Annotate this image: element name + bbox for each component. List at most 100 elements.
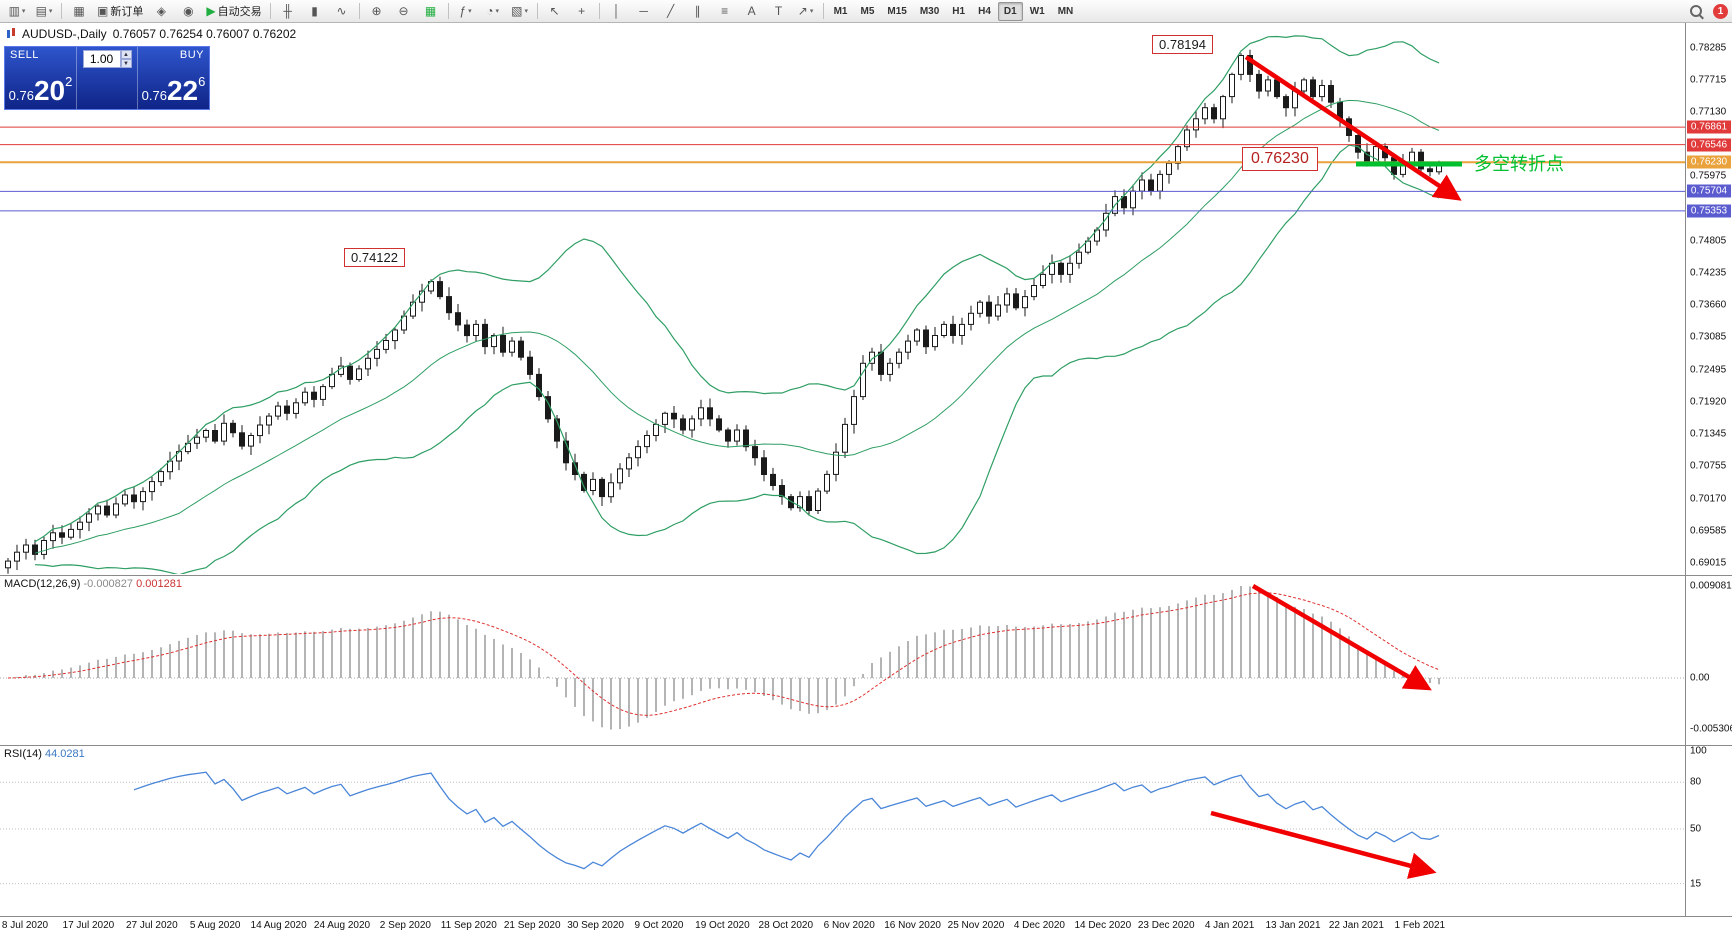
line-chart-mode-button[interactable]: ∿: [329, 1, 355, 22]
indicators-button[interactable]: ƒ ▾: [453, 1, 479, 22]
fibonacci-button[interactable]: ≡: [712, 1, 738, 22]
volume-cell: ▲ ▼: [76, 47, 138, 109]
tile-windows-button[interactable]: ▦: [418, 1, 444, 22]
bar-chart-mode-icon: ╫: [283, 4, 292, 18]
horizontal-line-button[interactable]: ─: [631, 1, 657, 22]
timeframe-m15[interactable]: M15: [887, 5, 907, 17]
timeframe-h1[interactable]: H1: [952, 5, 966, 17]
zoom-out-button[interactable]: ⊖: [391, 1, 417, 22]
price-axis-label: 0.69015: [1690, 557, 1727, 569]
candlestick-mode-icon: ▮: [311, 4, 318, 18]
downtrend-arrow-3[interactable]: [1210, 810, 1437, 879]
chevron-down-icon: ▾: [468, 8, 472, 15]
macd-axis-label: 0.00: [1690, 672, 1710, 684]
cursor-button[interactable]: ↖: [542, 1, 568, 22]
candlestick-series: [5, 49, 1442, 574]
candlestick-icon: [6, 28, 16, 40]
autotrading-icon: ▶: [206, 4, 216, 18]
search-button[interactable]: [1683, 1, 1709, 22]
price-axis-label: 0.73085: [1690, 331, 1727, 343]
periods-icon: ◔: [486, 4, 494, 18]
price-annotation-september-high[interactable]: 0.74122: [344, 248, 405, 267]
profiles-button[interactable]: ▤ ▾: [31, 1, 57, 22]
buy-price: 0.76226: [141, 74, 206, 106]
templates-icon: ▧: [511, 4, 523, 18]
price-axis-label: 0.73660: [1690, 299, 1727, 311]
ohlc-values: 0.76057 0.76254 0.76007 0.76202: [112, 27, 297, 41]
chevron-down-icon: ▾: [48, 8, 53, 15]
sell-button[interactable]: SELL 0.76202: [5, 47, 76, 109]
toolbar: ▥ ▾ ▤ ▾ ▦ ▣ 新订单 ◈ ◉ ▶ 自动交易 ╫ ▮ ∿ ⊕ ⊖ ▦ ƒ ▾ ◔ ▾ ▧ ▾ ↖ + │ ─ ╱ ∥ ≡ A T ↗ ▾ M…: [0, 0, 1732, 23]
new-order-icon: ▣: [97, 4, 109, 18]
new-order-button[interactable]: ▣ 新订单: [93, 1, 147, 22]
price-level-badge: 0.76230: [1687, 155, 1731, 169]
macd-signal-line: [7, 592, 1440, 716]
notification-badge[interactable]: 1: [1713, 3, 1728, 19]
chevron-down-icon: ▾: [495, 8, 499, 15]
vertical-line-button[interactable]: │: [604, 1, 630, 22]
crosshair-button[interactable]: +: [569, 1, 595, 22]
timeframe-m30[interactable]: M30: [919, 5, 940, 17]
text-icon: A: [747, 4, 756, 18]
new-chart-button[interactable]: ▥ ▾: [4, 1, 30, 22]
downtrend-arrow-2[interactable]: [1251, 584, 1432, 691]
text-label-icon: T: [774, 4, 783, 18]
price-axis-label: 0.70170: [1690, 493, 1727, 505]
timeframe-h4[interactable]: H4: [978, 5, 991, 17]
arrow-objects-button[interactable]: ↗ ▾: [793, 1, 819, 22]
chevron-down-icon: ▾: [21, 8, 26, 15]
downtrend-arrow-1[interactable]: [1244, 55, 1462, 201]
buy-button[interactable]: BUY 0.76226: [138, 47, 209, 109]
text-button[interactable]: A: [739, 1, 765, 22]
price-axis-label: 0.78285: [1690, 42, 1727, 54]
price-axis-label: 0.77715: [1690, 74, 1727, 86]
equidistant-channel-icon: ∥: [694, 4, 701, 18]
timeframe-d1[interactable]: D1: [997, 1, 1023, 21]
price-axis-label: 0.71345: [1690, 428, 1727, 440]
price-annotation-support[interactable]: 0.76230: [1242, 147, 1318, 171]
zoom-in-icon: ⊕: [371, 4, 382, 18]
timeframe-w1[interactable]: W1: [1029, 5, 1045, 17]
bar-chart-mode-button[interactable]: ╫: [275, 1, 301, 22]
autotrading-label: 自动交易: [217, 6, 262, 18]
chart-refresh-button[interactable]: ◉: [175, 1, 201, 22]
timeframe-mn[interactable]: MN: [1057, 5, 1074, 17]
rsi-axis-label: 15: [1690, 878, 1702, 890]
market-watch-button[interactable]: ▦: [66, 1, 92, 22]
candlestick-mode-button[interactable]: ▮: [302, 1, 328, 22]
rsi-panel[interactable]: [0, 771, 1686, 885]
equidistant-channel-button[interactable]: ∥: [685, 1, 711, 22]
volume-increase-button[interactable]: ▲: [120, 50, 132, 59]
main-chart-panel[interactable]: [5, 35, 1442, 575]
price-annotation-high[interactable]: 0.78194: [1152, 35, 1213, 54]
price-axis-label: 0.71920: [1690, 396, 1727, 408]
periods-button[interactable]: ◔ ▾: [480, 1, 506, 22]
price-level-badge: 0.75353: [1687, 204, 1731, 218]
timeframe-m5[interactable]: M5: [860, 5, 875, 17]
trendline-button[interactable]: ╱: [658, 1, 684, 22]
one-click-trading-panel: SELL 0.76202 ▲ ▼ BUY 0.76226: [4, 46, 210, 110]
horizontal-line-icon: ─: [639, 4, 648, 18]
text-label-button[interactable]: T: [766, 1, 792, 22]
metaeditor-button[interactable]: ◈: [148, 1, 174, 22]
fibonacci-icon: ≡: [721, 4, 729, 18]
templates-button[interactable]: ▧ ▾: [507, 1, 533, 22]
profiles-icon: ▤: [35, 4, 47, 18]
macd-panel[interactable]: [0, 586, 1686, 730]
volume-decrease-button[interactable]: ▼: [120, 59, 132, 68]
zoom-in-button[interactable]: ⊕: [364, 1, 390, 22]
volume-input[interactable]: [82, 50, 121, 68]
date-axis-label: 22 Jan 2021: [1328, 920, 1384, 931]
metaeditor-icon: ◈: [156, 4, 166, 18]
tile-windows-icon: ▦: [424, 4, 437, 18]
turning-point-label: 多空转折点: [1474, 154, 1564, 174]
autotrading-button[interactable]: ▶ 自动交易: [202, 1, 265, 22]
buy-label: BUY: [179, 49, 204, 61]
date-axis-label: 14 Aug 2020: [250, 920, 307, 931]
search-icon: [1690, 5, 1702, 17]
macd-histogram: [16, 586, 1440, 730]
date-axis-label: 13 Jan 2021: [1265, 920, 1321, 931]
timeframe-m1[interactable]: M1: [833, 5, 848, 17]
